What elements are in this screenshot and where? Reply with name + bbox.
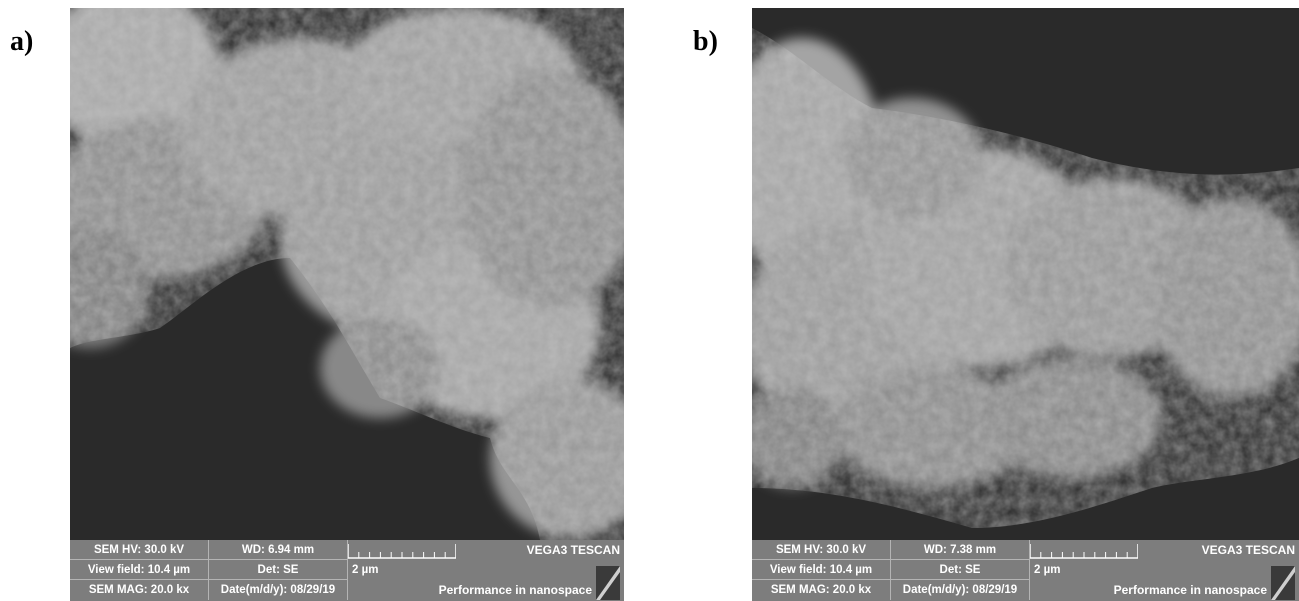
date-value: Date(m/d/y): 08/29/19: [891, 580, 1030, 600]
scale-bar: [348, 544, 456, 559]
sem-info-bar-b: SEM HV: 30.0 kV WD: 7.38 mm View field: …: [752, 540, 1299, 601]
date-value: Date(m/d/y): 08/29/19: [209, 580, 348, 600]
sem-info-bar-a: SEM HV: 30.0 kV WD: 6.94 mm View field: …: [70, 540, 624, 601]
brand-label: VEGA3 TESCAN: [1201, 543, 1295, 557]
tescan-logo-icon: [596, 566, 620, 600]
sem-panel-a: SEM HV: 30.0 kV WD: 6.94 mm View field: …: [70, 8, 624, 601]
panel-label-a: a): [10, 26, 34, 57]
scale-bar: [1030, 544, 1138, 559]
scale-bar-area: 2 µm: [348, 540, 458, 601]
tescan-logo-icon: [1271, 566, 1295, 600]
scale-bar-area: 2 µm: [1030, 540, 1140, 601]
wd-value: WD: 6.94 mm: [209, 540, 348, 560]
detector-value: Det: SE: [891, 560, 1030, 580]
scale-bar-label: 2 µm: [352, 564, 379, 576]
brand-label: VEGA3 TESCAN: [526, 543, 620, 557]
magnification-value: SEM MAG: 20.0 kx: [70, 580, 209, 600]
sem-panel-b: SEM HV: 30.0 kV WD: 7.38 mm View field: …: [752, 8, 1299, 601]
panel-label-b: b): [693, 26, 718, 57]
hv-value: SEM HV: 30.0 kV: [70, 540, 209, 560]
detector-value: Det: SE: [209, 560, 348, 580]
view-field-value: View field: 10.4 µm: [70, 560, 209, 580]
sem-micrograph-a: [70, 8, 624, 540]
wd-value: WD: 7.38 mm: [891, 540, 1030, 560]
slogan-label: Performance in nanospace: [438, 583, 592, 597]
magnification-value: SEM MAG: 20.0 kx: [752, 580, 891, 600]
hv-value: SEM HV: 30.0 kV: [752, 540, 891, 560]
scale-bar-label: 2 µm: [1034, 564, 1061, 576]
view-field-value: View field: 10.4 µm: [752, 560, 891, 580]
slogan-label: Performance in nanospace: [1113, 583, 1267, 597]
sem-micrograph-b: [752, 8, 1299, 540]
